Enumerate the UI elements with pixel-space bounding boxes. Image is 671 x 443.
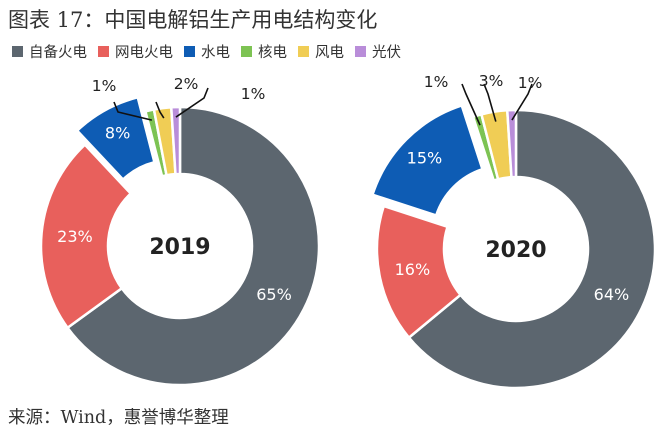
donut-2020-callout-line-solar [511,83,533,121]
donut-2020-slice-hydro [370,103,485,218]
donut-2019-callout-line-wind [155,101,165,119]
legend: 自备火电 网电火电 水电 核电 风电 光伏 [12,40,401,62]
donut-2020-label-nuclear: 1% [424,73,449,91]
donut-2020-label-hydro: 15% [407,148,443,167]
donut-2020-slice-captive-thermal [407,108,657,390]
donut-2020-label-grid-thermal: 16% [395,260,431,279]
donut-2019-label-grid-thermal: 23% [57,227,93,246]
legend-item-hydro: 水电 [184,41,230,62]
legend-swatch-solar [355,45,366,57]
legend-swatch-hydro [184,45,195,57]
legend-label-hydro: 水电 [201,44,230,61]
legend-item-solar: 光伏 [355,41,401,62]
legend-item-captive-thermal: 自备火电 [12,41,87,62]
legend-swatch-nuclear [241,45,252,57]
donut-2020-center-label: 2020 [485,238,546,263]
legend-swatch-grid-thermal [98,45,109,57]
legend-item-grid-thermal: 网电火电 [98,41,173,62]
donut-2019-slice-hydro [75,95,156,182]
donut-2019-label-captive-thermal: 65% [256,285,292,304]
legend-swatch-wind [298,45,309,57]
donut-2020-slice-grid-thermal [375,204,463,340]
legend-swatch-captive-thermal [12,45,23,57]
legend-item-wind: 风电 [298,41,344,62]
legend-label-nuclear: 核电 [258,44,287,61]
donut-2020-slice-solar [505,108,518,179]
legend-label-wind: 风电 [315,44,344,61]
source-note: 来源：Wind，惠誉博华整理 [8,408,229,428]
legend-label-captive-thermal: 自备火电 [29,44,87,61]
donut-2019-center-label: 2019 [149,235,210,260]
donut-2020-label-wind: 3% [479,72,504,90]
legend-item-nuclear: 核电 [241,41,287,62]
donut-2019-callout-line-nuclear [113,101,153,121]
donut-2019-callout-line-solar [175,87,209,118]
donut-2019-label-solar: 1% [241,85,266,103]
donut-2020-label-solar: 1% [518,74,543,92]
donut-2020-callout-line-wind [483,83,497,122]
donut-2020-label-captive-thermal: 64% [594,285,630,304]
donut-2019-label-wind: 2% [174,75,199,93]
donut-2019-slice-solar [169,105,182,176]
donut-2020-callout-line-nuclear [461,83,481,126]
donut-2019-slice-captive-thermal [65,105,321,387]
donut-2019-label-hydro: 8% [105,124,130,143]
legend-label-solar: 光伏 [372,44,401,61]
donut-2019-label-nuclear: 1% [92,77,117,95]
donut-2019-slice-grid-thermal [39,142,133,330]
chart-title: 图表 17：中国电解铝生产用电结构变化 [8,8,378,32]
legend-label-grid-thermal: 网电火电 [115,44,173,61]
